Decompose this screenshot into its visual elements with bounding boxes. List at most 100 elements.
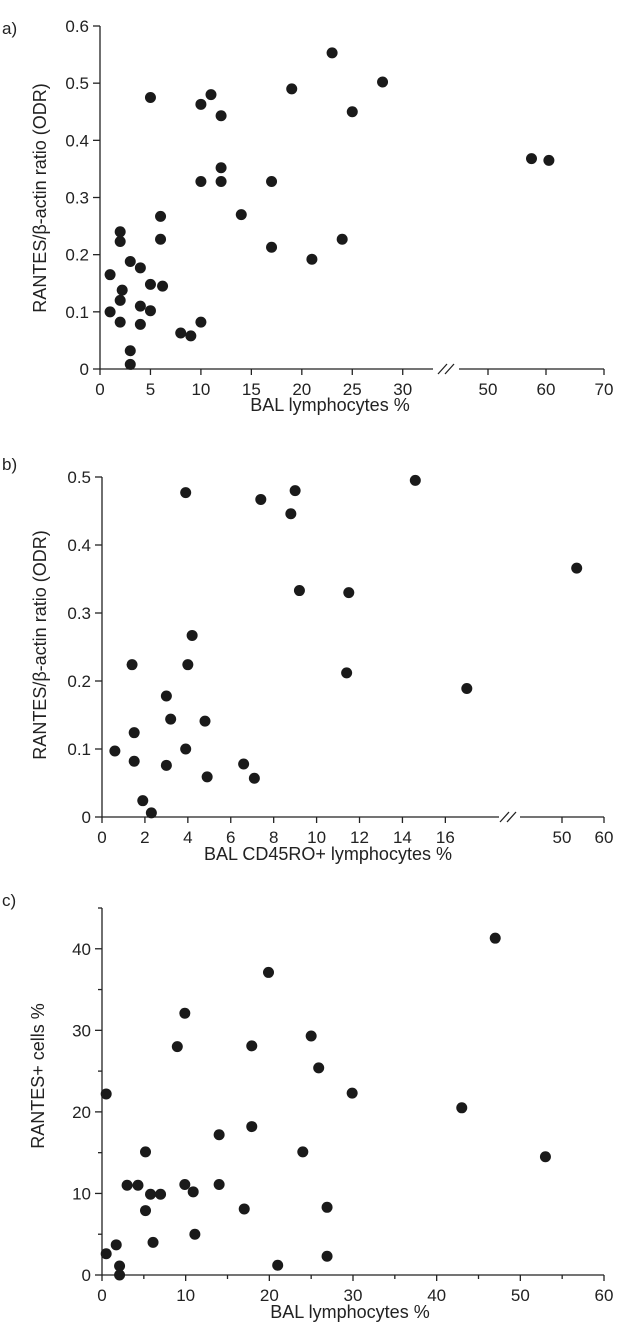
panel-b-x-tick-label: 0 bbox=[97, 828, 106, 847]
panel-a-axis-break-mark bbox=[444, 363, 455, 375]
panel-c-data-point bbox=[179, 1007, 191, 1019]
panel-a-data-point bbox=[114, 316, 126, 328]
panel-b-y-tick-label: 0.5 bbox=[67, 468, 91, 487]
panel-a-data-point bbox=[215, 110, 227, 122]
panel-b-data-point bbox=[461, 682, 473, 694]
panel-a-x-tick-label: 30 bbox=[393, 380, 412, 399]
panel-b-y-tick-label: 0 bbox=[82, 808, 91, 827]
panel-c-data-point bbox=[246, 1040, 258, 1052]
panel-c-data-point bbox=[187, 1186, 199, 1198]
panel-a-data-point bbox=[286, 83, 298, 95]
panel-c-data-point bbox=[114, 1260, 126, 1272]
panel-b-x-tick-label: 50 bbox=[553, 828, 572, 847]
panel-b-y-tick-label: 0.1 bbox=[67, 740, 91, 759]
panel-a-data-point bbox=[116, 284, 128, 296]
panel-a-data-point bbox=[144, 91, 156, 103]
panel-b-data-point bbox=[160, 690, 172, 702]
panel-c-y-tick-label: 0 bbox=[82, 1266, 91, 1285]
panel-a-data-point bbox=[306, 253, 318, 265]
panel-a-y-axis-label: RANTES/β-actin ratio (ODR) bbox=[30, 83, 50, 312]
panel-b-y-tick-label: 0.3 bbox=[67, 604, 91, 623]
panel-a-data-point bbox=[104, 269, 116, 281]
panel-c-data-point bbox=[100, 1088, 112, 1100]
panel-b-data-point bbox=[180, 487, 192, 499]
panel-a-data-point bbox=[155, 210, 167, 222]
panel-b-y-tick-label: 0.4 bbox=[67, 536, 91, 555]
panel-c-y-tick-label: 10 bbox=[72, 1184, 91, 1203]
panel-a-data-point bbox=[526, 153, 537, 165]
panel-c-data-point bbox=[489, 932, 501, 944]
panel-a-x-tick-label: 25 bbox=[343, 380, 362, 399]
panel-b-data-point bbox=[289, 485, 301, 497]
panel-a-chart: a) RANTES/β-actin ratio (ODR) BAL lympho… bbox=[2, 17, 613, 415]
panel-b-chart: b) RANTES/β-actin ratio (ODR) BAL CD45RO… bbox=[2, 455, 613, 864]
panel-a-data-point bbox=[134, 318, 146, 330]
panel-b-data-point bbox=[126, 659, 138, 671]
panel-a-data-point bbox=[144, 305, 156, 317]
panel-c-y-tick-label: 20 bbox=[72, 1103, 91, 1122]
panel-c-y-tick-label: 30 bbox=[72, 1021, 91, 1040]
panel-a-data-point bbox=[114, 226, 126, 238]
panel-a-x-tick-label: 15 bbox=[242, 380, 261, 399]
panel-b-data-point bbox=[186, 629, 198, 641]
panel-a-data-point bbox=[266, 241, 278, 253]
panel-c-x-tick-label: 30 bbox=[344, 1286, 363, 1305]
panel-b-x-tick-label: 6 bbox=[226, 828, 235, 847]
panel-b-x-tick-label: 10 bbox=[307, 828, 326, 847]
panel-a-y-tick-label: 0.5 bbox=[65, 74, 89, 93]
panel-b-axis-break-mark bbox=[506, 811, 517, 823]
panel-c-data-point bbox=[346, 1087, 358, 1099]
panel-a-points bbox=[104, 47, 555, 370]
panel-a-y-tick-label: 0.3 bbox=[65, 189, 89, 208]
panel-b-data-point bbox=[128, 727, 140, 739]
panel-a-data-point bbox=[124, 256, 136, 268]
panel-b-points bbox=[109, 474, 583, 819]
panel-c-data-point bbox=[539, 1151, 551, 1163]
panel-a-data-point bbox=[235, 209, 247, 221]
panel-c-data-point bbox=[171, 1041, 183, 1053]
panel-c-chart: c) RANTES+ cells % BAL lymphocytes % 0 10… bbox=[2, 891, 613, 1322]
panel-a-x-tick-label: 20 bbox=[292, 380, 311, 399]
panel-a-y-tick-label: 0.6 bbox=[65, 17, 89, 36]
panel-a-x-tick-label: 60 bbox=[537, 380, 556, 399]
panel-b-data-point bbox=[199, 715, 211, 727]
panel-c-x-tick-label: 50 bbox=[511, 1286, 530, 1305]
panel-b-data-point bbox=[137, 795, 149, 807]
panel-b-axis-break-mark bbox=[499, 811, 510, 823]
panel-c-data-point bbox=[140, 1205, 152, 1217]
panel-a-y-tick-label: 0.1 bbox=[65, 303, 89, 322]
panel-a-data-point bbox=[114, 236, 126, 248]
panel-b-x-tick-label: 8 bbox=[269, 828, 278, 847]
panel-b-data-point bbox=[409, 474, 421, 486]
panel-c-x-tick-label: 10 bbox=[176, 1286, 195, 1305]
panel-a-data-point bbox=[195, 316, 207, 328]
panel-a-data-point bbox=[195, 98, 207, 110]
panel-c-y-axis-label: RANTES+ cells % bbox=[28, 1003, 48, 1149]
panel-b-data-point bbox=[571, 562, 583, 574]
panel-b-data-point bbox=[180, 743, 192, 755]
panel-b-data-point bbox=[238, 758, 250, 770]
panel-c-data-point bbox=[246, 1121, 258, 1133]
panel-a-x-tick-label: 10 bbox=[191, 380, 210, 399]
panel-b-data-point bbox=[145, 807, 157, 819]
panel-c-data-point bbox=[213, 1178, 225, 1190]
panel-a-data-point bbox=[155, 233, 167, 245]
panel-c-data-point bbox=[189, 1228, 201, 1240]
panel-b-x-tick-label: 4 bbox=[183, 828, 192, 847]
panel-b-data-point bbox=[341, 667, 353, 679]
panel-b-data-point bbox=[293, 585, 305, 597]
panel-b-data-point bbox=[160, 759, 172, 771]
panel-b-ticks: 0 2 4 6 8 10 12 14 16 50 60 0 0.1 0.2 0.3 0.4 0.5 bbox=[67, 468, 613, 847]
panel-b-x-tick-label: 2 bbox=[140, 828, 149, 847]
panel-c-x-tick-label: 40 bbox=[427, 1286, 446, 1305]
panel-a-data-point bbox=[205, 89, 217, 101]
panel-c-points bbox=[100, 932, 551, 1281]
panel-b-data-point bbox=[109, 745, 121, 757]
panel-a-data-point bbox=[377, 76, 389, 88]
panel-c-x-axis-label: BAL lymphocytes % bbox=[270, 1302, 429, 1322]
panel-a-data-point bbox=[336, 233, 348, 245]
panel-c-x-tick-label: 20 bbox=[260, 1286, 279, 1305]
panel-c-data-point bbox=[272, 1259, 284, 1271]
panel-c-data-point bbox=[100, 1248, 112, 1260]
panel-b-label: b) bbox=[2, 455, 17, 474]
